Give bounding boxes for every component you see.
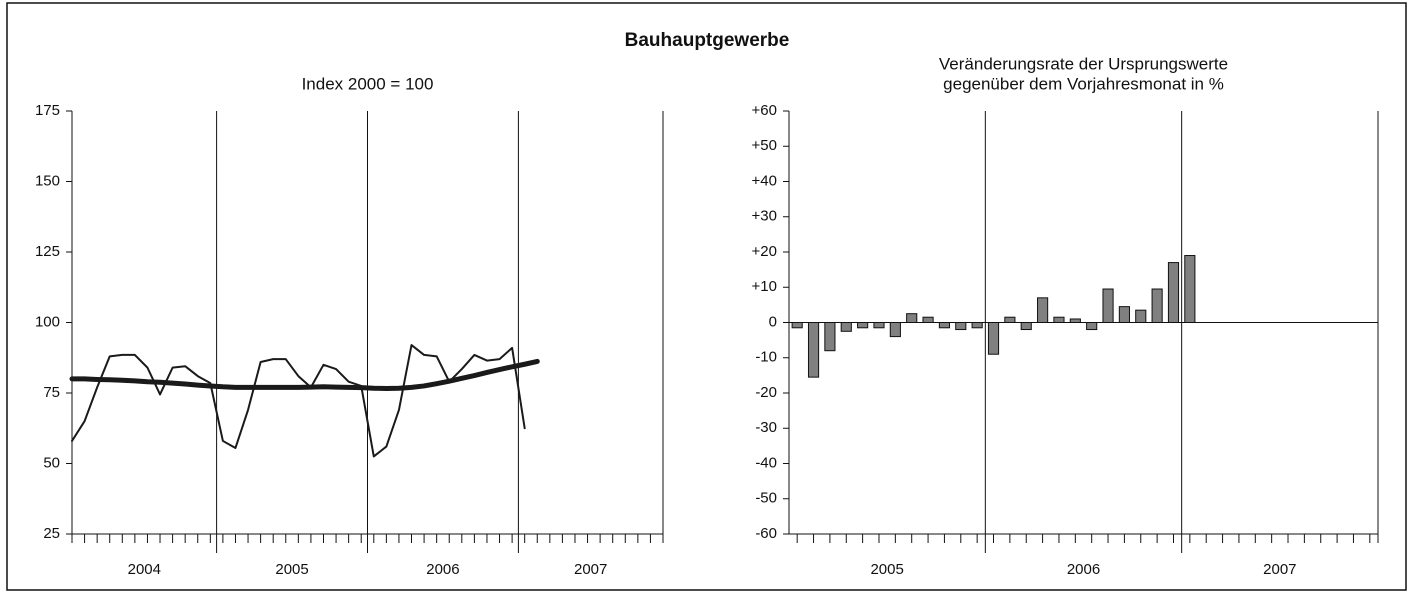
chart-subtitle: Veränderungsrate der Ursprungswerte (939, 54, 1228, 73)
y-tick-label: -60 (755, 525, 777, 542)
bar (840, 322, 852, 332)
y-tick-label: 25 (43, 525, 60, 542)
y-tick-label: -40 (755, 454, 777, 471)
main-title: Bauhauptgewerbe (625, 30, 790, 51)
bar (1069, 318, 1081, 324)
y-tick-label: 100 (35, 313, 60, 330)
year-label: 2005 (275, 561, 308, 578)
bar (1151, 288, 1163, 324)
bar (1118, 306, 1130, 324)
bar (1184, 255, 1196, 323)
bar (807, 322, 820, 378)
year-label: 2007 (574, 561, 607, 578)
bar (987, 322, 1000, 355)
bar (791, 322, 803, 329)
bar (1053, 316, 1065, 323)
bar (857, 322, 869, 329)
bar (1086, 322, 1098, 331)
y-tick-label: 125 (35, 243, 60, 260)
bar (922, 316, 934, 323)
y-tick-label: +30 (752, 208, 777, 225)
year-label: 2005 (870, 561, 903, 578)
y-tick-label: -10 (755, 349, 777, 366)
bar (1102, 288, 1114, 324)
y-tick-label: +20 (752, 243, 777, 260)
y-tick-label: 175 (35, 102, 60, 119)
chart-subtitle: Index 2000 = 100 (302, 74, 434, 93)
y-tick-label: -50 (755, 490, 777, 507)
year-label: 2007 (1263, 561, 1296, 578)
y-tick-label: +50 (752, 137, 777, 154)
y-tick-label: -20 (755, 384, 777, 401)
series-line (71, 344, 526, 458)
bar (938, 322, 951, 329)
y-tick-label: -30 (755, 419, 777, 436)
year-label: 2006 (426, 561, 459, 578)
y-tick-label: 75 (43, 384, 60, 401)
bar (1020, 322, 1032, 331)
bar (873, 322, 885, 329)
bar (906, 313, 918, 323)
bar (889, 322, 901, 338)
bar (971, 322, 983, 329)
series-line (69, 358, 540, 391)
year-label: 2006 (1067, 561, 1100, 578)
bar (1037, 297, 1049, 324)
bar (1135, 309, 1147, 324)
bar (1167, 262, 1180, 324)
bar (955, 322, 967, 331)
chart-subtitle: gegenüber dem Vorjahresmonat in % (943, 74, 1224, 93)
y-tick-label: 150 (35, 172, 60, 189)
bar (824, 322, 836, 352)
frame (6, 2, 1407, 591)
year-label: 2004 (128, 561, 161, 578)
bar (1004, 316, 1016, 323)
y-tick-label: +60 (752, 102, 777, 119)
y-tick-label: 0 (769, 313, 777, 330)
y-tick-label: +10 (752, 278, 777, 295)
y-tick-label: +40 (752, 172, 777, 189)
y-tick-label: 50 (43, 454, 60, 471)
